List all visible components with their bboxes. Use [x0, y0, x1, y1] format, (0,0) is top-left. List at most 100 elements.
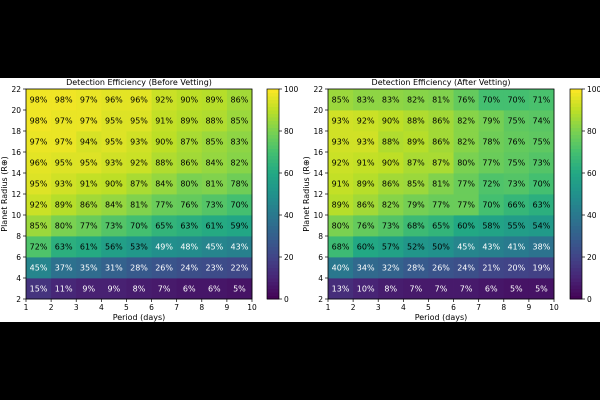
- heatmap-cell: [403, 236, 429, 258]
- cell-label: 87%: [180, 138, 198, 147]
- colorbar-segment: [267, 141, 279, 146]
- cell-label: 70%: [482, 96, 500, 105]
- heatmap-panel-2: 13% 10% 8% 7% 7% 7% 6% 5% 5%40% 34% 32% 28% 26% 24% 21…: [302, 78, 600, 322]
- cell-label: 75%: [507, 117, 525, 126]
- cell-label: 97%: [30, 138, 48, 147]
- heatmap-cell: [126, 236, 152, 258]
- y-tick-label: 8: [16, 232, 21, 241]
- y-tick-label: 6: [318, 253, 323, 262]
- colorbar-segment: [570, 278, 582, 282]
- cell-label: 22%: [231, 264, 249, 273]
- heatmap-cell: [453, 236, 480, 258]
- heatmap-cell: [378, 194, 404, 216]
- colorbar-segment: [570, 260, 582, 265]
- heatmap-cell: [453, 152, 480, 174]
- cell-label: 15%: [30, 285, 48, 294]
- colorbar-tick-label: 60: [587, 169, 597, 178]
- heatmap-cell: [378, 89, 404, 111]
- cell-label: 89%: [205, 96, 223, 105]
- heatmap-cell: [126, 89, 152, 111]
- x-tick-label: 10: [247, 303, 257, 312]
- colorbar-segment: [267, 197, 279, 202]
- cell-label: 6%: [183, 285, 196, 294]
- colorbar-tick-label: 60: [284, 169, 294, 178]
- heatmap-cell: [26, 215, 52, 237]
- cell-label: 9%: [82, 285, 95, 294]
- cell-label: 45%: [30, 264, 48, 273]
- cell-label: 9%: [108, 285, 121, 294]
- colorbar-segment: [267, 134, 279, 139]
- x-axis-label: Period (days): [113, 313, 166, 322]
- heatmap-cell: [503, 194, 530, 216]
- cell-label: 66%: [507, 201, 525, 210]
- colorbar-segment: [267, 271, 279, 275]
- heatmap-cell: [201, 110, 228, 132]
- cell-label: 82%: [407, 96, 425, 105]
- cell-label: 73%: [105, 222, 123, 231]
- colorbar-segment: [267, 285, 279, 289]
- cell-label: 89%: [407, 138, 425, 147]
- cell-label: 97%: [80, 117, 98, 126]
- heatmap-cell: [428, 173, 454, 195]
- colorbar-segment: [570, 243, 582, 247]
- cell-label: 49%: [155, 243, 173, 252]
- heatmap-cell: [176, 194, 203, 216]
- cell-label: 84%: [155, 180, 173, 189]
- heatmap-cell: [453, 89, 480, 111]
- colorbar-segment: [267, 236, 279, 240]
- cell-label: 7%: [460, 285, 473, 294]
- colorbar-segment: [267, 92, 279, 97]
- cell-label: 7%: [158, 285, 171, 294]
- heatmap-cell: [353, 278, 379, 300]
- heatmap-cell: [26, 194, 52, 216]
- heatmap-cell: [453, 278, 480, 300]
- heatmap-cell: [528, 110, 555, 132]
- colorbar-segment: [267, 152, 279, 156]
- cell-label: 92%: [130, 159, 148, 168]
- heatmap-cell: [428, 236, 454, 258]
- x-axis-label: Period (days): [415, 313, 468, 322]
- colorbar-segment: [267, 117, 279, 121]
- y-tick-label: 16: [313, 148, 323, 157]
- cell-label: 83%: [357, 96, 375, 105]
- cell-label: 48%: [180, 243, 198, 252]
- colorbar-segment: [570, 201, 582, 205]
- colorbar-segment: [570, 194, 582, 198]
- heatmap-cell: [428, 89, 454, 111]
- heatmap-cell: [403, 257, 429, 279]
- colorbar-segment: [267, 260, 279, 265]
- cell-label: 98%: [30, 96, 48, 105]
- colorbar-segment: [570, 229, 582, 233]
- colorbar-segment: [267, 155, 279, 160]
- cell-label: 21%: [482, 264, 500, 273]
- heatmap-cell: [51, 173, 77, 195]
- heatmap-cell: [428, 152, 454, 174]
- cell-label: 82%: [231, 159, 249, 168]
- heatmap-cell: [453, 257, 480, 279]
- cell-label: 77%: [457, 201, 475, 210]
- heatmap-cell: [201, 194, 228, 216]
- cell-label: 76%: [357, 222, 375, 231]
- cell-label: 98%: [55, 96, 73, 105]
- colorbar-segment: [570, 274, 582, 279]
- heatmap-cell: [403, 131, 429, 153]
- heatmap-cell: [428, 131, 454, 153]
- colorbar-segment: [570, 239, 582, 244]
- cell-label: 5%: [510, 285, 523, 294]
- cell-label: 88%: [407, 117, 425, 126]
- cell-label: 87%: [432, 159, 450, 168]
- heatmap-cell: [503, 110, 530, 132]
- cell-label: 93%: [130, 138, 148, 147]
- colorbar-segment: [267, 278, 279, 282]
- heatmap-cell: [126, 131, 152, 153]
- heatmap-cell: [151, 236, 178, 258]
- heatmap-cell: [151, 278, 178, 300]
- colorbar-frame: [569, 88, 583, 300]
- heatmap-cell: [503, 278, 530, 300]
- cell-label: 82%: [382, 201, 400, 210]
- cell-label: 94%: [80, 138, 98, 147]
- cell-label: 95%: [30, 180, 48, 189]
- cell-label: 96%: [130, 96, 148, 105]
- heatmap-cell: [76, 173, 102, 195]
- colorbar-tick-label: 20: [284, 253, 294, 262]
